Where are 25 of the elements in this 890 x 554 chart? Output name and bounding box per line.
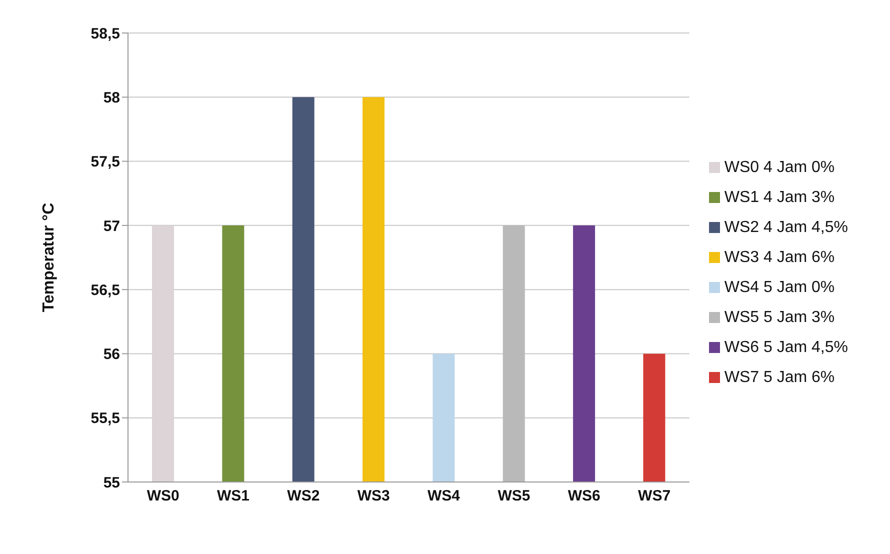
legend-label: WS3 4 Jam 6% (724, 249, 835, 266)
x-tick-label: WS0 (146, 488, 180, 505)
legend-label: WS1 4 Jam 3% (724, 189, 835, 206)
legend-label: WS0 4 Jam 0% (724, 159, 835, 176)
legend-label: WS7 5 Jam 6% (724, 369, 835, 386)
x-tick-label: WS1 (217, 488, 250, 505)
legend-label: WS6 5 Jam 4,5% (724, 339, 848, 356)
y-tick-label: 57,5 (90, 154, 120, 171)
legend-label: WS4 5 Jam 0% (724, 279, 835, 296)
y-tick-label: 57 (103, 218, 120, 235)
y-tick-label: 58 (103, 89, 120, 106)
y-tick-label: 56,5 (90, 282, 120, 299)
legend-label: WS5 5 Jam 3% (724, 309, 835, 326)
x-tick-label: WS2 (287, 488, 320, 505)
x-tick-label: WS7 (638, 488, 671, 505)
x-tick-label: WS4 (428, 488, 461, 505)
y-tick-label: 55 (103, 474, 120, 492)
y-axis-title: Temperatur °C (40, 202, 58, 312)
x-tick-label: WS6 (568, 488, 600, 505)
legend-label: WS2 4 Jam 4,5% (724, 219, 848, 236)
y-tick-label: 58,5 (90, 25, 120, 42)
x-tick-label: WS3 (357, 488, 390, 505)
x-tick-label: WS5 (498, 488, 530, 505)
y-tick-label: 55,5 (90, 410, 120, 428)
y-tick-label: 56 (103, 346, 120, 364)
